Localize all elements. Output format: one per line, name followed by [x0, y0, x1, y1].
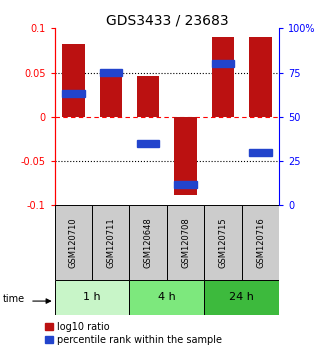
Bar: [137, 76, 160, 117]
Legend: log10 ratio, percentile rank within the sample: log10 ratio, percentile rank within the …: [43, 320, 224, 347]
Title: GDS3433 / 23683: GDS3433 / 23683: [106, 13, 228, 27]
Text: 24 h: 24 h: [230, 292, 254, 302]
Bar: [249, 37, 272, 117]
FancyBboxPatch shape: [167, 205, 204, 280]
Text: GSM120716: GSM120716: [256, 217, 265, 268]
Text: 1 h: 1 h: [83, 292, 101, 302]
FancyBboxPatch shape: [129, 280, 204, 315]
Bar: [100, 73, 122, 117]
FancyBboxPatch shape: [92, 205, 129, 280]
Text: GSM120711: GSM120711: [106, 217, 115, 268]
FancyBboxPatch shape: [129, 205, 167, 280]
Bar: [137, 140, 160, 147]
Text: GSM120715: GSM120715: [219, 217, 228, 268]
Text: 4 h: 4 h: [158, 292, 176, 302]
Bar: [212, 60, 234, 67]
FancyBboxPatch shape: [55, 280, 129, 315]
FancyBboxPatch shape: [204, 205, 242, 280]
Bar: [62, 90, 84, 97]
FancyBboxPatch shape: [55, 205, 92, 280]
Bar: [62, 44, 84, 117]
Bar: [212, 37, 234, 117]
Bar: [174, 181, 197, 188]
Text: GSM120648: GSM120648: [144, 217, 153, 268]
Text: GSM120708: GSM120708: [181, 217, 190, 268]
Text: GSM120710: GSM120710: [69, 217, 78, 268]
Text: time: time: [3, 294, 25, 304]
Bar: [249, 149, 272, 156]
Bar: [174, 117, 197, 195]
FancyBboxPatch shape: [242, 205, 279, 280]
Bar: [100, 69, 122, 76]
FancyBboxPatch shape: [204, 280, 279, 315]
